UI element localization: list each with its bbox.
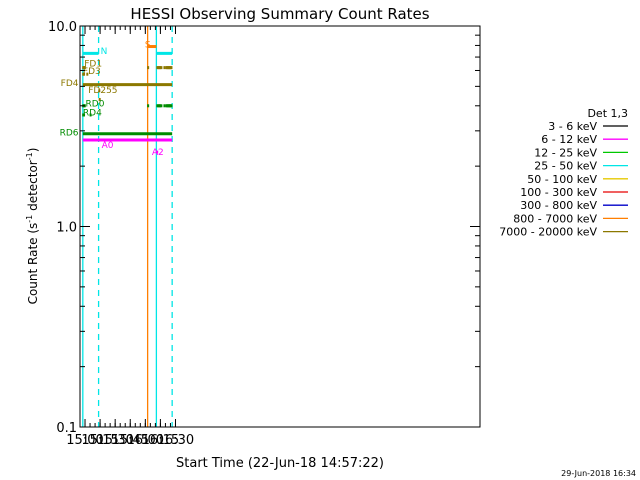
flag-dot-4-8: [160, 104, 163, 108]
flag-dot-0-8: [160, 66, 163, 70]
annotation-rd4: RD4: [83, 109, 102, 119]
annotation-rd0: RD0: [86, 100, 105, 110]
legend-label-4: 50 - 100 keV: [527, 173, 597, 186]
flag-dot-4-4: [156, 104, 159, 108]
flag-dot-3-0: [98, 97, 101, 101]
flag-dot-4-3: [147, 104, 150, 108]
flag-dot-5-1: [83, 113, 86, 117]
plot-frame: [79, 25, 481, 428]
flag-dot-0-7: [159, 66, 162, 70]
flag-dot-6-0: [156, 150, 159, 154]
flag-dot-0-9: [163, 66, 166, 70]
annotation-a0: A0: [102, 141, 114, 151]
flag-dot-1-2: [86, 72, 89, 76]
legend-label-8: 7000 - 20000 keV: [499, 226, 597, 239]
annotation-s: S: [145, 40, 151, 50]
annotation-n: N: [101, 47, 108, 57]
flag-dot-5-2: [89, 113, 92, 117]
y-axis-label: Count Rate (s-1 detector-1): [25, 148, 40, 305]
x-tick-label-0: 15:00: [66, 433, 103, 448]
flag-dot-2-0: [98, 89, 101, 93]
flag-dot-4-11: [166, 104, 169, 108]
y-tick-label-2: 10.0: [48, 20, 77, 35]
legend-title: Det 1,3: [587, 107, 628, 120]
flag-dot-4-9: [163, 104, 166, 108]
chart-title: HESSI Observing Summary Count Rates: [130, 5, 429, 23]
annotation-rd6: RD6: [60, 128, 79, 138]
flag-dot-0-11: [166, 66, 169, 70]
flag-dot-0-16: [170, 66, 173, 70]
x-tick-label-5: 16:15: [142, 433, 179, 448]
legend-label-3: 25 - 50 keV: [534, 160, 597, 173]
flag-dot-1-1: [83, 72, 86, 76]
x-tick-label-1: 15:15: [81, 433, 118, 448]
annotation-fd1: FD1: [84, 60, 102, 70]
generated-timestamp: 29-Jun-2018 16:34: [561, 469, 636, 478]
annotation-fd3: FD3: [83, 67, 101, 77]
flag-dot-0-2: [83, 66, 86, 70]
legend-label-1: 6 - 12 keV: [541, 133, 597, 146]
annotation-fd255: FD255: [88, 86, 117, 96]
legend-label-7: 800 - 7000 keV: [513, 212, 597, 225]
y-axis: 0.1 1.0 10.0: [48, 20, 480, 436]
flag-dot-4-16: [170, 104, 173, 108]
flag-dot-0-5: [157, 66, 160, 70]
legend-label-0: 3 - 6 keV: [548, 120, 597, 133]
legend-label-5: 100 - 300 keV: [520, 186, 597, 199]
x-tick-label-4: 16:00: [127, 433, 164, 448]
flag-dot-0-4: [156, 66, 159, 70]
x-tick-label-6: 16:30: [157, 433, 194, 448]
x-axis-label: Start Time (22-Jun-18 14:57:22): [176, 456, 384, 471]
annotation-a2: A2: [152, 148, 164, 158]
y-tick-label-0: 0.1: [56, 421, 77, 436]
y-tick-label-1: 1.0: [56, 221, 77, 236]
legend-label-2: 12 - 25 keV: [534, 146, 597, 159]
x-tick-label-2: 15:30: [96, 433, 133, 448]
flag-dot-4-7: [159, 104, 162, 108]
annotation-fd4: FD4: [61, 79, 79, 89]
flag-dot-0-3: [147, 66, 150, 70]
x-tick-label-3: 15:45: [112, 433, 149, 448]
flag-dot-4-5: [157, 104, 160, 108]
legend-label-6: 300 - 800 keV: [520, 199, 597, 212]
